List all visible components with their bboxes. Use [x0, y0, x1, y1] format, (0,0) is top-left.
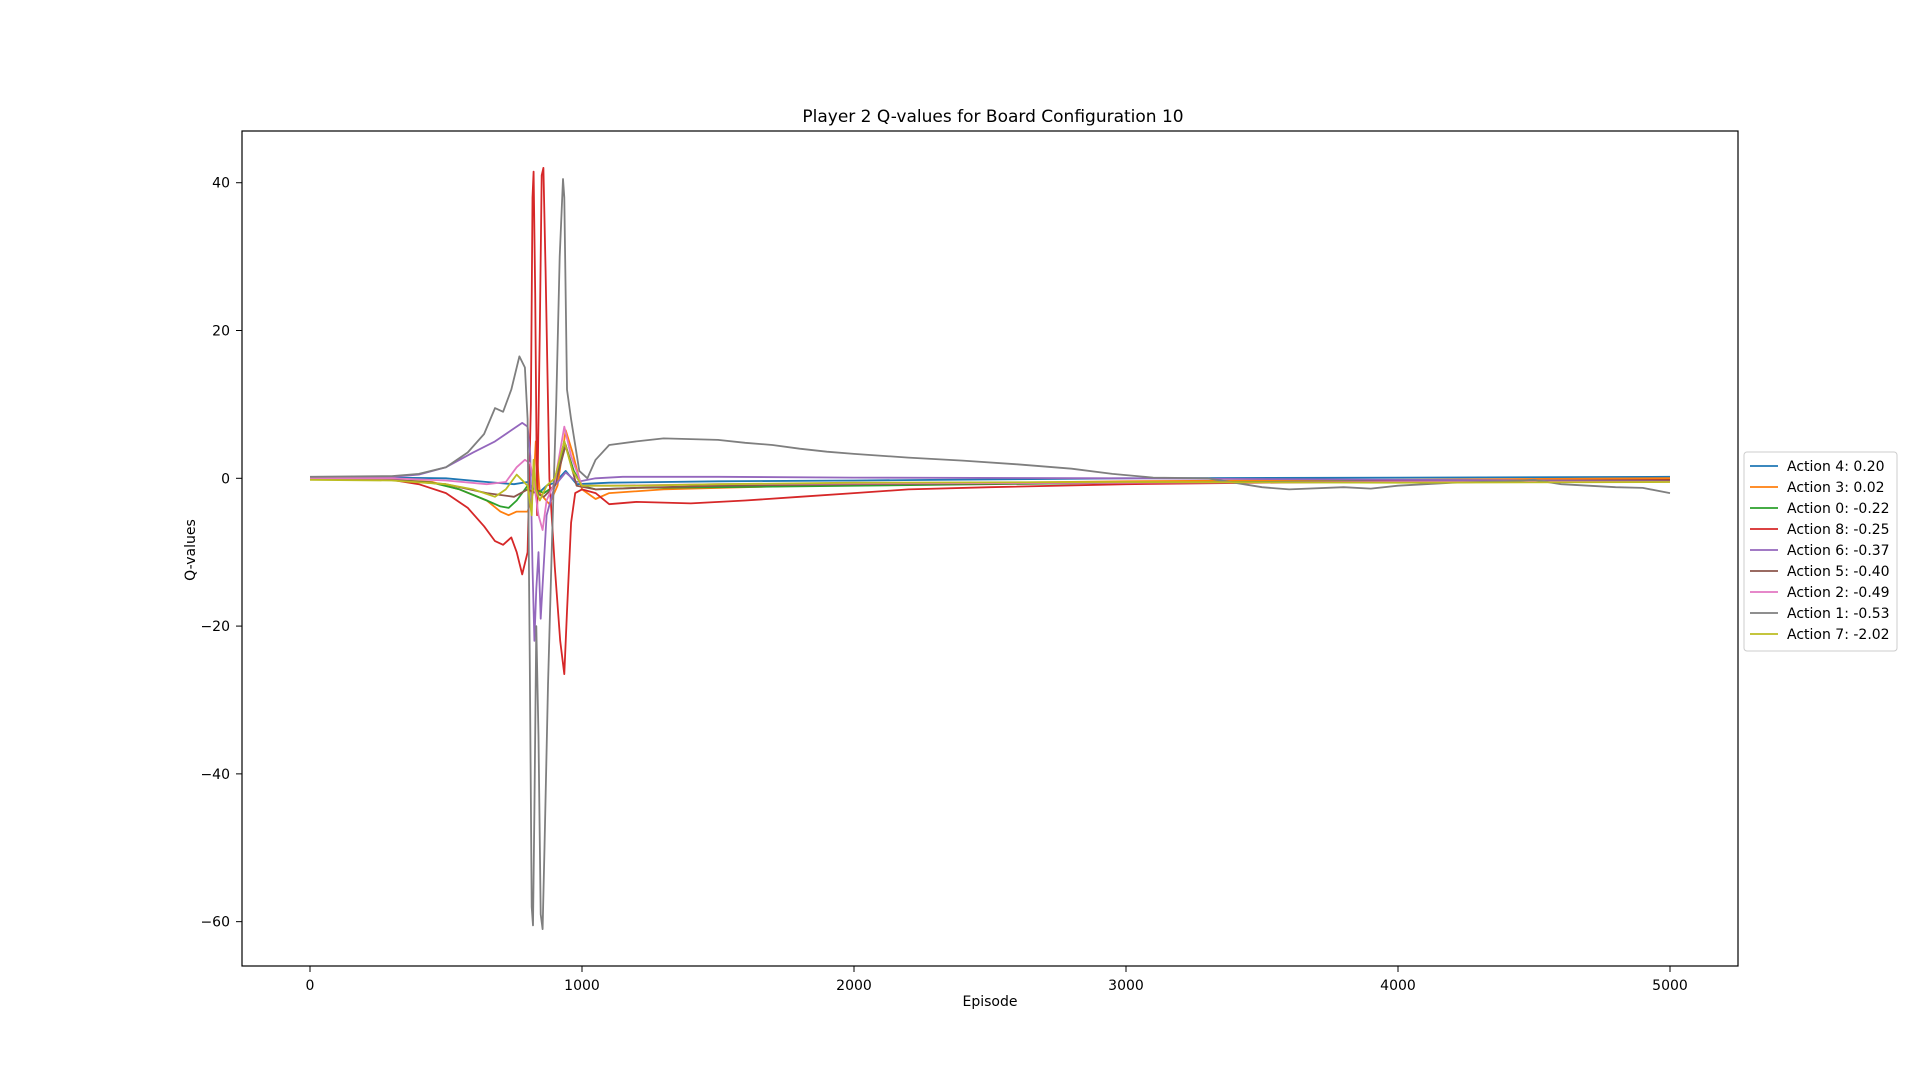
y-tick-label: −60: [200, 915, 230, 931]
legend: Action 4: 0.20 Action 3: 0.02 Action 0: -0…: [1743, 451, 1898, 652]
series-line-4: [309, 422, 1671, 642]
x-tick-label: 2000: [836, 978, 872, 994]
series-line-7: [309, 178, 1671, 930]
x-axis-label: Episode: [963, 994, 1018, 1010]
x-axis: 0 1000 2000 3000 4000 5000: [306, 966, 1688, 994]
y-tick-label: −20: [200, 619, 230, 635]
x-tick-label: 0: [306, 978, 315, 994]
x-tick-label: 4000: [1380, 978, 1416, 994]
y-tick-label: −40: [200, 767, 230, 783]
x-tick-label: 3000: [1108, 978, 1144, 994]
legend-label: Action 4: 0.20: [1787, 459, 1885, 475]
legend-box: [1743, 451, 1898, 652]
series-line-8: [309, 440, 1671, 517]
legend-label: Action 7: -2.02: [1787, 627, 1890, 643]
legend-label: Action 5: -0.40: [1787, 564, 1890, 580]
x-tick-label: 1000: [564, 978, 600, 994]
y-axis: −60 −40 −20 0 20 40: [200, 176, 242, 931]
y-axis-label: Q-values: [183, 519, 199, 581]
plot-area: [309, 167, 1671, 930]
legend-label: Action 8: -0.25: [1787, 522, 1890, 538]
legend-label: Action 2: -0.49: [1787, 585, 1890, 601]
x-tick-label: 5000: [1652, 978, 1688, 994]
y-tick-label: 0: [221, 471, 230, 487]
legend-label: Action 0: -0.22: [1787, 501, 1890, 517]
legend-label: Action 3: 0.02: [1787, 480, 1885, 496]
legend-label: Action 1: -0.53: [1787, 606, 1890, 622]
y-tick-label: 40: [212, 176, 230, 192]
legend-label: Action 6: -0.37: [1787, 543, 1890, 559]
y-tick-label: 20: [212, 324, 230, 340]
axes-frame: [241, 130, 1739, 967]
chart-title: Player 2 Q-values for Board Configuratio…: [802, 107, 1183, 127]
series-line-3: [309, 167, 1671, 675]
